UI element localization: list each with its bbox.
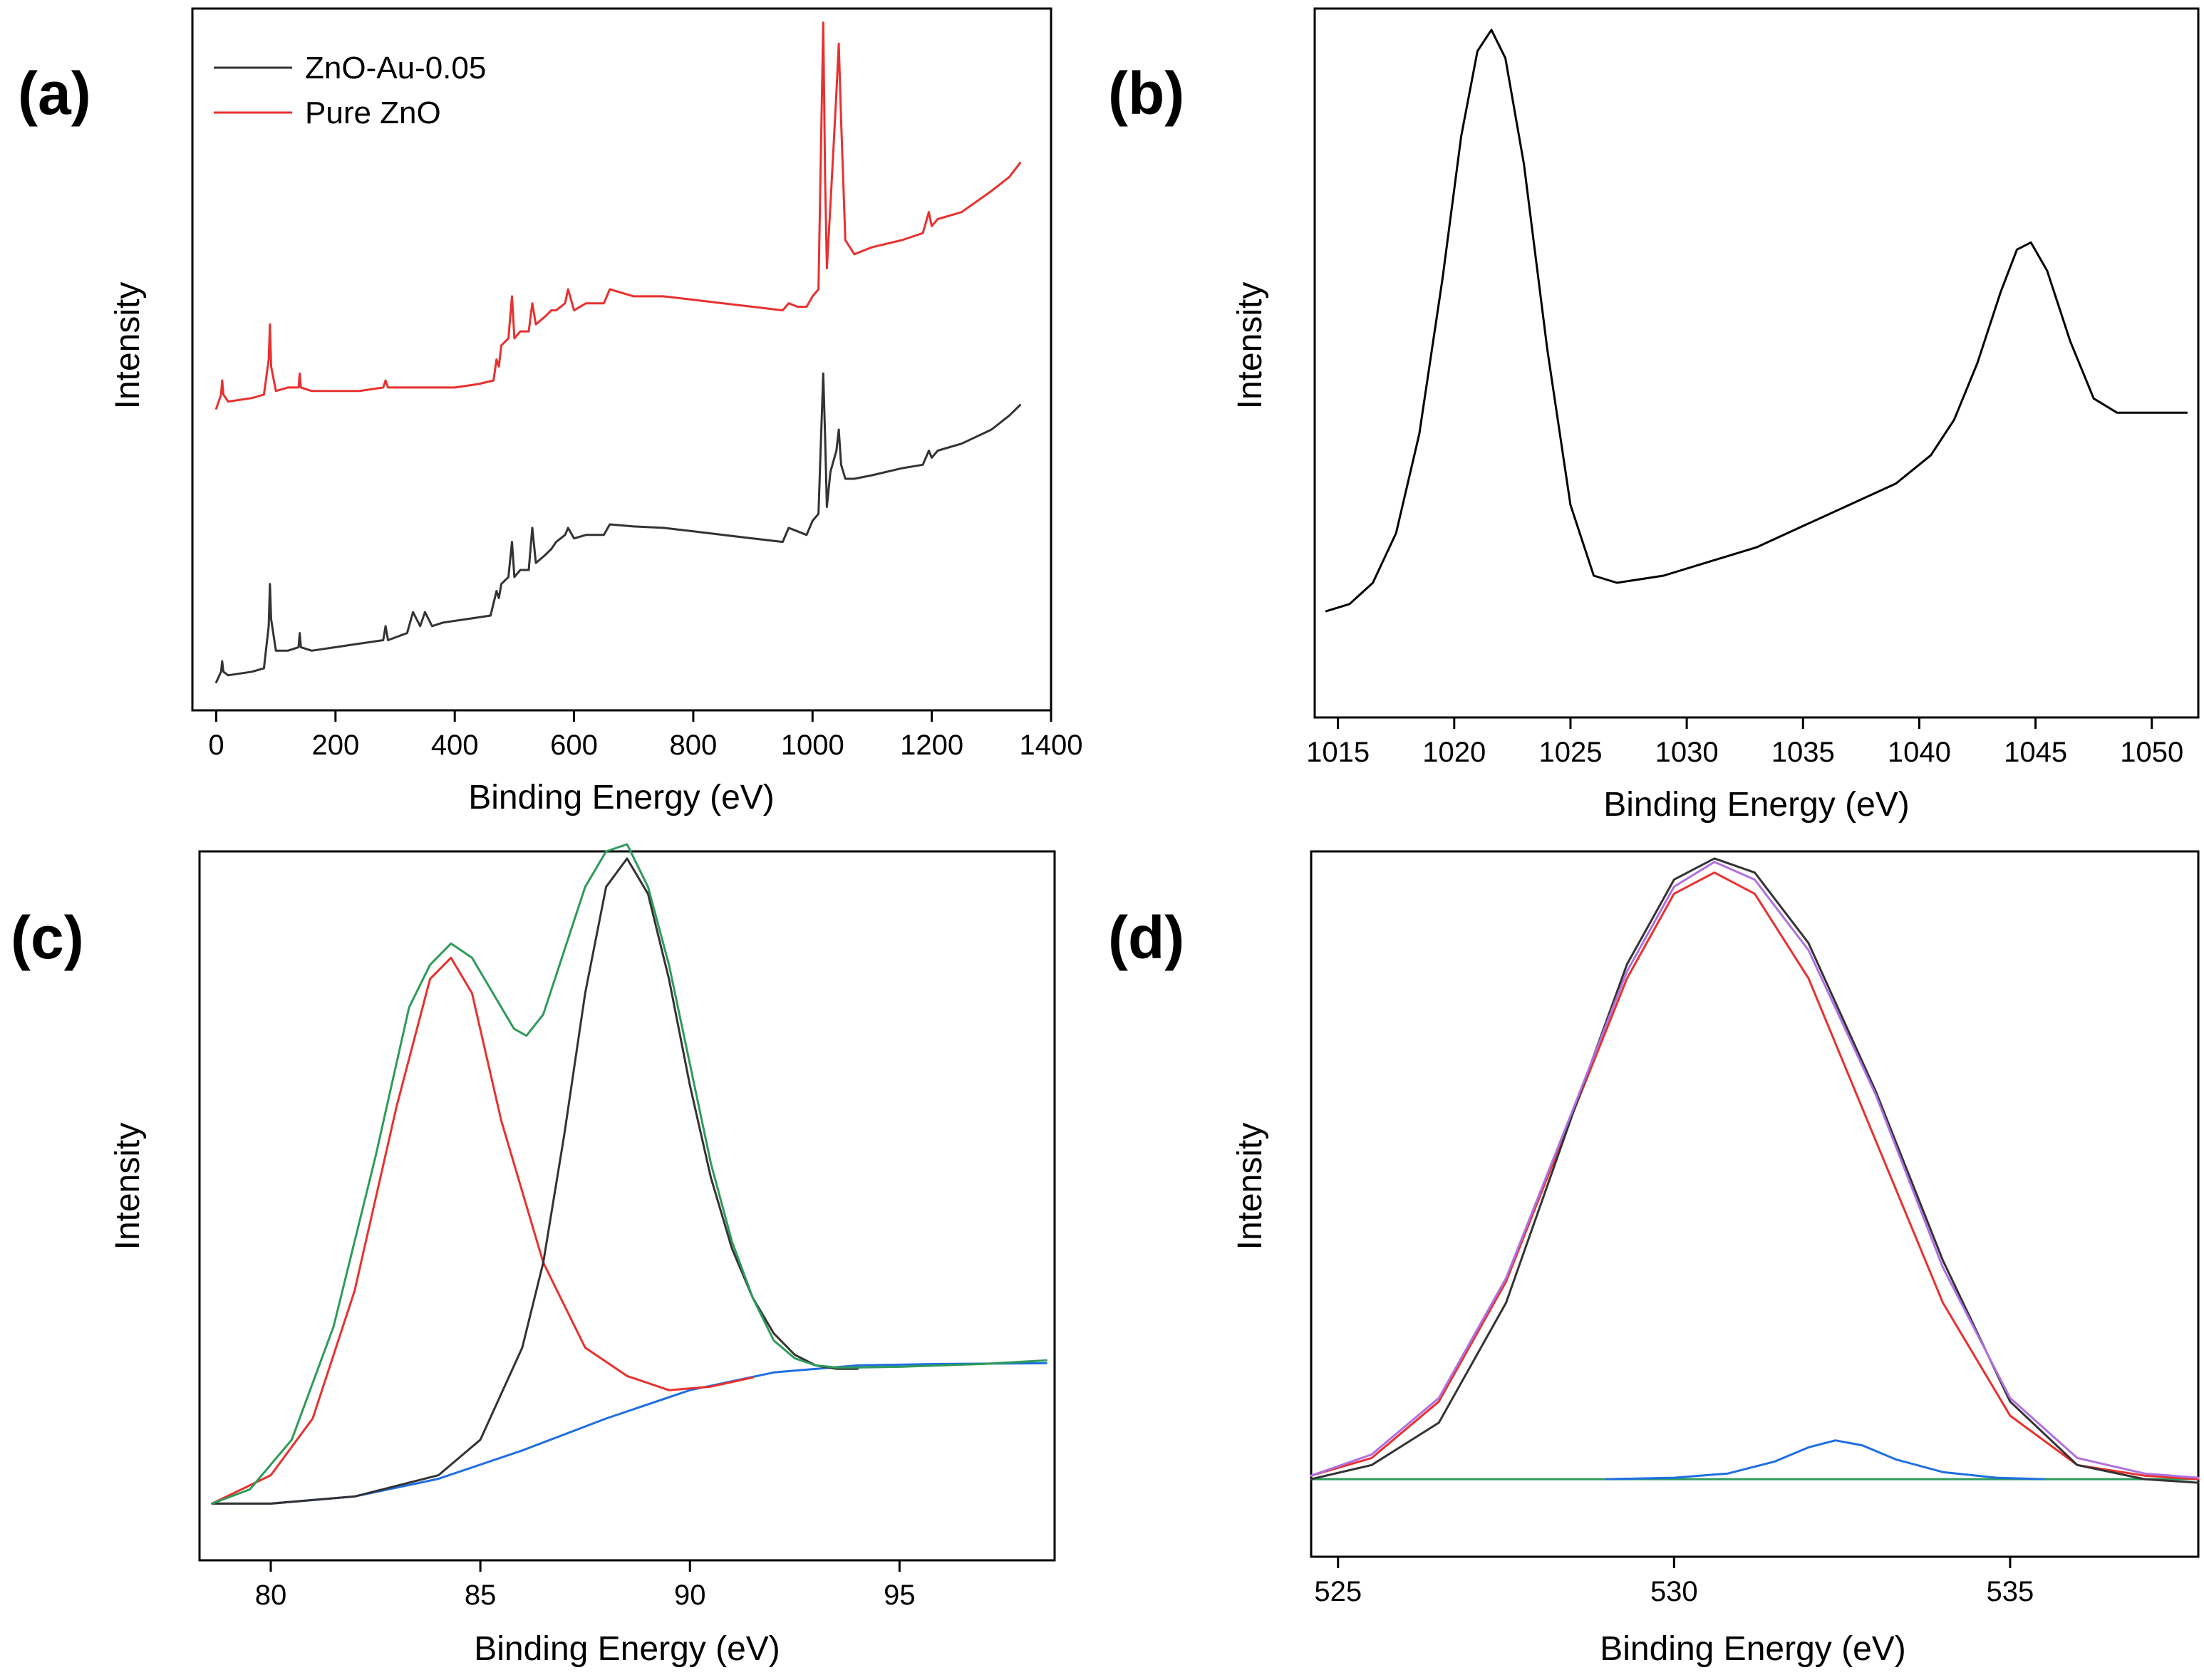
x-tick-label: 90 xyxy=(674,1580,706,1611)
panel-b-label: (b) xyxy=(1108,60,1184,127)
x-tick-label: 600 xyxy=(550,730,598,761)
x-tick-label: 1400 xyxy=(1020,730,1083,761)
legend-label-pure-zno: Pure ZnO xyxy=(305,95,441,130)
x-tick-label: 1000 xyxy=(781,730,844,761)
series-line-fit-envelope xyxy=(1310,861,2200,1479)
panel-a-legend: ZnO-Au-0.05 Pure ZnO xyxy=(214,51,486,130)
panel-c-series xyxy=(211,843,1047,1505)
series-line-raw-data xyxy=(1310,857,2200,1484)
panel-c: (c) 80 85 90 95 Binding Energy (eV) Intensi… xyxy=(11,843,1056,1668)
panel-c-frame xyxy=(198,850,1056,1562)
x-tick-label: 85 xyxy=(465,1580,497,1611)
x-tick-label: 80 xyxy=(255,1580,287,1611)
panel-b-y-axis-title: Intensity xyxy=(1231,282,1269,410)
panel-d-series xyxy=(1310,857,2200,1484)
panel-d-x-axis-title: Binding Energy (eV) xyxy=(1600,1630,1906,1668)
panel-b-frame xyxy=(1313,7,2200,719)
series-line-peak-532-3-ev xyxy=(1605,1439,2045,1481)
x-tick-label: 525 xyxy=(1314,1576,1362,1607)
series-line-peak-530-6-ev xyxy=(1310,871,2200,1481)
series-line-au-4f5-2 xyxy=(211,857,859,1505)
panel-c-y-axis-title: Intensity xyxy=(109,1123,147,1250)
series-line-zn-2p xyxy=(1325,28,2188,613)
panel-b-x-axis-title: Binding Energy (eV) xyxy=(1603,786,1910,824)
series-line-background xyxy=(211,1362,1047,1505)
panel-d: (d) 525 530 535 Binding Energy (eV) Intens… xyxy=(1108,850,2200,1668)
panel-a-label: (a) xyxy=(18,60,91,127)
panel-a-series xyxy=(215,21,1021,684)
series-line-au-4f7-2 xyxy=(211,956,754,1505)
panel-c-label: (c) xyxy=(11,904,84,971)
series-line-zno-au-0-05 xyxy=(215,372,1021,684)
x-tick-label: 400 xyxy=(431,730,479,761)
series-line-pure-zno xyxy=(215,21,1021,410)
panel-a: (a) 0 200 400 600 800 1000 1200 1400 Binding En… xyxy=(18,7,1082,816)
panel-d-y-axis-title: Intensity xyxy=(1231,1123,1269,1250)
panel-c-ticks: 80 85 90 95 xyxy=(255,1560,916,1611)
x-tick-label: 1040 xyxy=(1888,737,1951,768)
x-tick-label: 0 xyxy=(208,730,224,761)
x-tick-label: 1015 xyxy=(1306,737,1370,768)
x-tick-label: 1200 xyxy=(900,730,963,761)
panel-b-series xyxy=(1325,28,2188,613)
panel-d-label: (d) xyxy=(1108,904,1184,971)
x-tick-label: 1035 xyxy=(1771,737,1835,768)
x-tick-label: 1045 xyxy=(2004,737,2067,768)
panel-c-x-axis-title: Binding Energy (eV) xyxy=(474,1630,780,1668)
panel-b: (b) 1015 1020 1025 1030 1035 1040 1045 1050 Bin… xyxy=(1108,7,2200,824)
panel-a-x-axis-title: Binding Energy (eV) xyxy=(468,779,775,816)
x-tick-label: 95 xyxy=(884,1580,916,1611)
panel-a-ticks: 0 200 400 600 800 1000 1200 1400 xyxy=(208,710,1082,761)
x-tick-label: 535 xyxy=(1987,1576,2034,1607)
x-tick-label: 1025 xyxy=(1538,737,1602,768)
panel-d-frame xyxy=(1310,850,2200,1558)
x-tick-label: 800 xyxy=(670,730,718,761)
x-tick-label: 1020 xyxy=(1422,737,1486,768)
panel-d-ticks: 525 530 535 xyxy=(1314,1557,2034,1607)
x-tick-label: 200 xyxy=(311,730,359,761)
panel-a-y-axis-title: Intensity xyxy=(109,282,147,410)
series-line-envelope xyxy=(211,843,1047,1505)
legend-label-zno-au: ZnO-Au-0.05 xyxy=(305,51,486,85)
x-tick-label: 530 xyxy=(1650,1576,1698,1607)
panel-b-ticks: 1015 1020 1025 1030 1035 1040 1045 1050 xyxy=(1306,717,2183,768)
x-tick-label: 1050 xyxy=(2120,737,2183,768)
panel-a-frame xyxy=(191,7,1052,712)
x-tick-label: 1030 xyxy=(1655,737,1719,768)
